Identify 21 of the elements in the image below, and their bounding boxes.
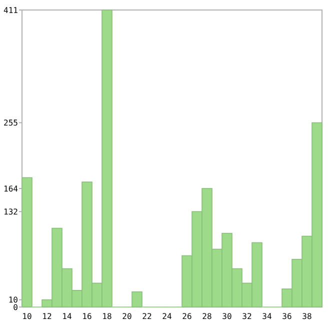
x-tick-label: 30 bbox=[222, 312, 232, 321]
x-tick-label: 36 bbox=[282, 312, 292, 321]
x-tick-label: 28 bbox=[202, 312, 212, 321]
x-tick-label: 18 bbox=[102, 312, 112, 321]
y-tick-label: 164 bbox=[4, 184, 18, 194]
x-tick-label: 26 bbox=[182, 312, 192, 321]
x-tick-label: 24 bbox=[162, 312, 172, 321]
y-tick-label: 0 bbox=[13, 302, 18, 312]
x-tick-label: 38 bbox=[302, 312, 312, 321]
x-tick-label: 34 bbox=[262, 312, 272, 321]
y-tick-label: 132 bbox=[4, 207, 18, 216]
x-tick-label: 20 bbox=[122, 312, 132, 321]
y-tick-label: 10 bbox=[8, 296, 18, 305]
x-tick-label: 10 bbox=[22, 312, 32, 321]
x-tick-label: 22 bbox=[142, 312, 152, 321]
x-tick-label: 14 bbox=[62, 312, 72, 321]
x-tick-label: 32 bbox=[242, 312, 252, 321]
x-tick-label: 16 bbox=[82, 312, 92, 321]
y-tick-label: 411 bbox=[4, 6, 18, 15]
x-tick-label: 12 bbox=[42, 312, 52, 321]
y-tick-label: 255 bbox=[4, 118, 18, 128]
